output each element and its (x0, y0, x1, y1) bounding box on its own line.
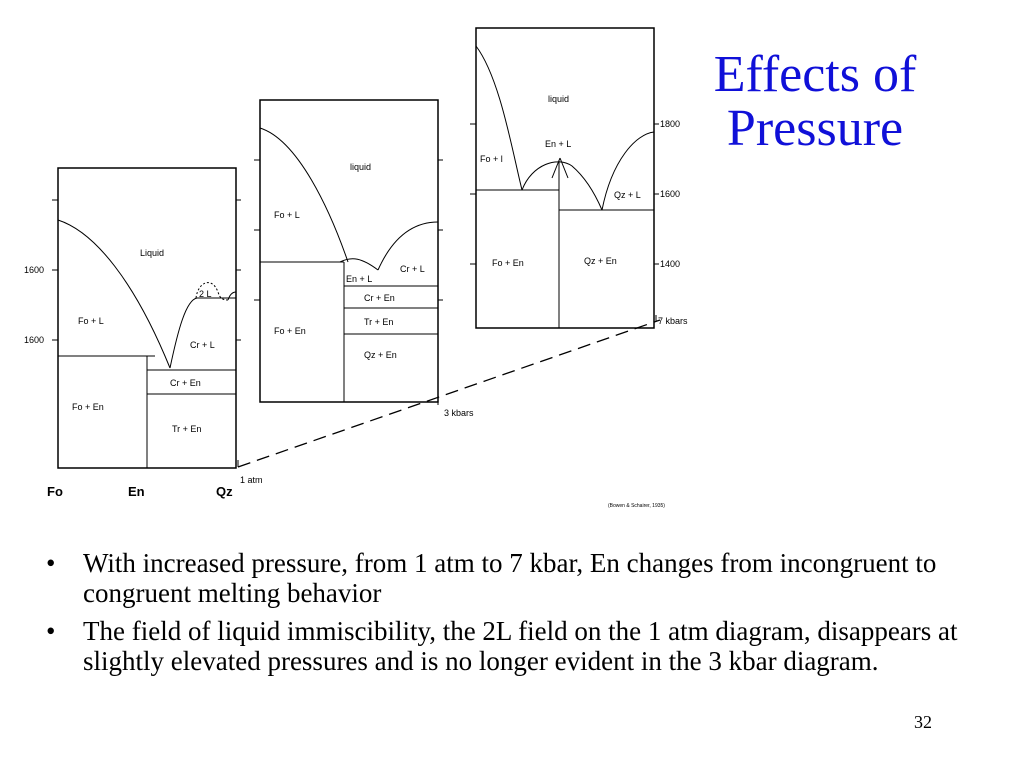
slide-title: Effects of Pressure (690, 48, 940, 156)
diagram-3-kbar-liquidus-cr (377, 221, 439, 271)
diagram-1-atm-field-fo-l: Fo + L (78, 316, 104, 326)
diagram-3-kbar-field-cr-en: Cr + En (364, 293, 395, 303)
component-label-qz: Qz (216, 484, 233, 499)
diagram-3-kbar-liquidus-en (339, 258, 379, 271)
diagram-7-kbar-field-fo-l: Fo + l (480, 154, 503, 164)
diagram-7-kbar-temp-1600: 1600 (660, 189, 680, 199)
diagram-1-atm-liquidus-cr (169, 297, 236, 369)
diagram-3-kbar: liquid Fo + L En + L Cr + L Cr + En Tr +… (254, 99, 443, 403)
diagram-7-kbar: liquid Fo + l En + L Qz + L Fo + En Qz +… (470, 27, 680, 329)
diagram-7-kbar-temp-1800: 1800 (660, 119, 680, 129)
diagram-7-kbar-field-en-l: En + L (545, 139, 571, 149)
diagram-1-atm-field-liquid: Liquid (140, 248, 164, 258)
phase-diagram-figure: 1 atm 3 kbars 7 kbars Liquid Fo + L 2 L … (24, 27, 688, 509)
diagram-3-kbar-field-qz-en: Qz + En (364, 350, 397, 360)
bullet-list: • With increased pressure, from 1 atm to… (40, 548, 970, 684)
bullet-marker: • (46, 616, 56, 646)
bullet-text: The field of liquid immiscibility, the 2… (83, 616, 958, 676)
diagram-7-kbar-temp-1400: 1400 (660, 259, 680, 269)
diagram-3-kbar-frame (259, 99, 439, 403)
diagram-1-atm-temp-high: 1600 (24, 265, 44, 275)
pressure-label-3kbar: 3 kbars (444, 408, 474, 418)
diagram-1-atm-field-2l: 2 L (199, 289, 212, 299)
page-number: 32 (914, 712, 932, 732)
diagram-1-atm: Liquid Fo + L 2 L Cr + L Cr + En Fo + En… (24, 167, 241, 499)
bullet-item: • The field of liquid immiscibility, the… (40, 616, 970, 676)
diagram-1-atm-two-liquid-dome (195, 282, 229, 301)
diagram-7-kbar-field-qz-en: Qz + En (584, 256, 617, 266)
diagram-1-atm-field-fo-en: Fo + En (72, 402, 104, 412)
diagram-1-atm-field-cr-l: Cr + L (190, 340, 215, 350)
diagram-7-kbar-en-melting-marks (551, 157, 569, 179)
diagram-3-kbar-liquidus-fo (259, 127, 349, 263)
component-label-en: En (128, 484, 145, 499)
diagram-7-kbar-liquidus-qz (601, 131, 655, 211)
diagram-1-atm-temp-low: 1600 (24, 335, 44, 345)
diagram-3-kbar-field-tr-en: Tr + En (364, 317, 393, 327)
diagram-3-kbar-field-fo-l: Fo + L (274, 210, 300, 220)
diagram-3-kbar-field-cr-l: Cr + L (400, 264, 425, 274)
bullet-item: • With increased pressure, from 1 atm to… (40, 548, 970, 608)
diagram-7-kbar-field-qz-l: Qz + L (614, 190, 641, 200)
pressure-label-7kbar: 7 kbars (658, 316, 688, 326)
title-line-2: Pressure (726, 100, 904, 157)
diagram-3-kbar-field-liquid: liquid (350, 162, 371, 172)
diagram-7-kbar-field-fo-en: Fo + En (492, 258, 524, 268)
diagram-7-kbar-liquidus-fo (475, 45, 523, 191)
bullet-marker: • (46, 548, 56, 578)
diagram-3-kbar-field-fo-en: Fo + En (274, 326, 306, 336)
title-line-1: Effects of (713, 46, 917, 103)
diagram-1-atm-field-cr-en: Cr + En (170, 378, 201, 388)
bullet-text: With increased pressure, from 1 atm to 7… (83, 548, 937, 608)
diagram-7-kbar-field-liquid: liquid (548, 94, 569, 104)
diagram-7-kbar-frame (475, 27, 655, 329)
diagram-3-kbar-field-en-l: En + L (346, 274, 372, 284)
diagram-1-atm-liquidus-fo (57, 219, 171, 369)
diagram-1-atm-field-tr-en: Tr + En (172, 424, 201, 434)
pressure-axis-line (237, 319, 661, 468)
pressure-label-1atm: 1 atm (240, 475, 263, 485)
component-label-fo: Fo (47, 484, 63, 499)
figure-credit: (Bowen & Schairer, 1935) (608, 503, 665, 509)
diagram-7-kbar-liquidus-en (521, 161, 603, 211)
diagram-1-atm-boundary-curve (227, 291, 237, 301)
